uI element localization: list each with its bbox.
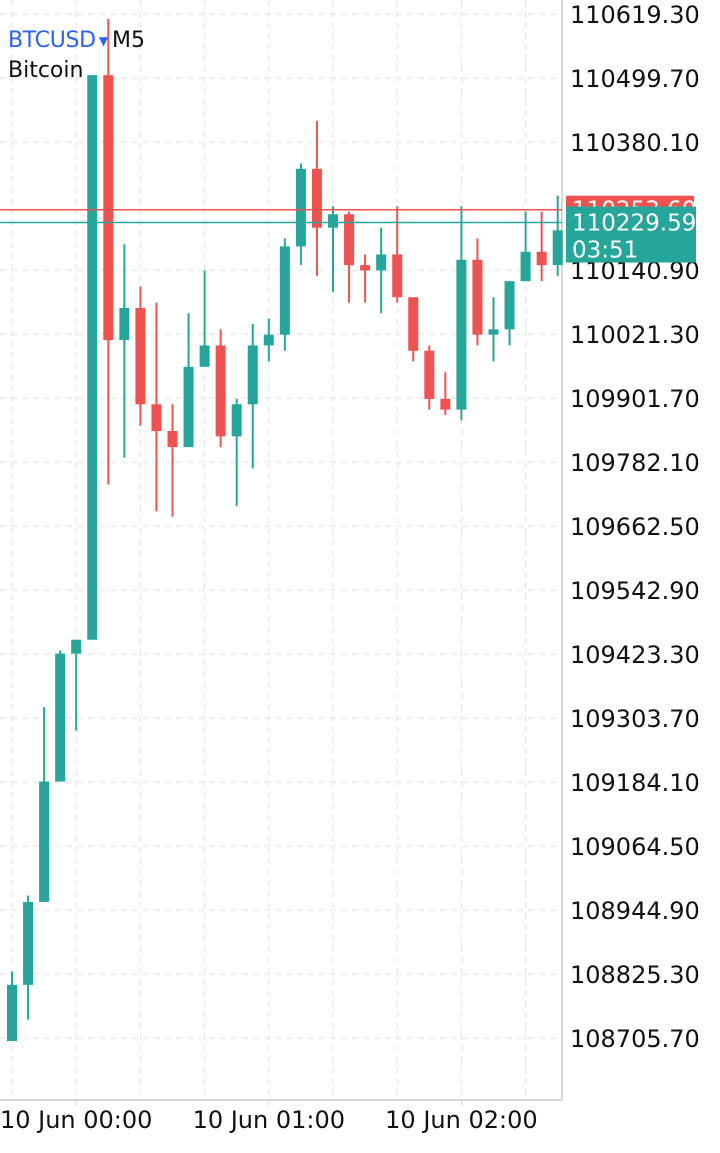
candle-body[interactable] [488, 329, 499, 335]
candle-body[interactable] [440, 398, 451, 410]
candle-body[interactable] [87, 75, 98, 640]
candle-body[interactable] [424, 350, 435, 399]
y-tick-label: 110499.70 [570, 65, 700, 93]
x-tick-label: 10 Jun 00:00 [0, 1106, 152, 1134]
ask-price-tag [566, 206, 696, 263]
candle-body[interactable] [504, 281, 515, 330]
candle-body[interactable] [263, 334, 274, 346]
y-tick-label: 109662.50 [570, 513, 700, 541]
candle-body[interactable] [151, 404, 162, 432]
y-tick-label: 110380.10 [570, 129, 700, 157]
symbol-header: BTCUSD ▼ M5 Bitcoin [8, 26, 145, 86]
candle-body[interactable] [295, 168, 306, 247]
candle-body[interactable] [199, 345, 210, 367]
candle-body[interactable] [472, 259, 483, 335]
y-tick-label: 110619.30 [570, 1, 700, 29]
candle-body[interactable] [167, 431, 178, 448]
candle-body[interactable] [119, 307, 130, 341]
candle-body[interactable] [328, 214, 338, 228]
candle-body[interactable] [552, 230, 563, 266]
y-tick-label: 108944.90 [570, 897, 700, 925]
candle-body[interactable] [279, 246, 290, 335]
symbol-description: Bitcoin [8, 58, 84, 83]
ask-price-tag-label: 110229.59 [572, 211, 696, 237]
y-tick-label: 109064.50 [570, 833, 700, 861]
y-tick-label: 109542.90 [570, 577, 700, 605]
candle-body[interactable] [39, 781, 50, 902]
y-tick-label: 109303.70 [570, 705, 700, 733]
y-tick-label: 108705.70 [570, 1025, 700, 1053]
candle-body[interactable] [7, 984, 17, 1042]
symbol-name[interactable]: BTCUSD [8, 28, 96, 53]
y-tick-label: 110021.30 [570, 321, 700, 349]
candle-body[interactable] [344, 214, 355, 266]
candle-body[interactable] [408, 297, 419, 351]
candle-body[interactable] [360, 265, 371, 271]
candle-body[interactable] [103, 75, 114, 341]
y-tick-label: 108825.30 [570, 961, 700, 989]
caret-down-icon[interactable]: ▼ [98, 34, 109, 48]
candle-body[interactable] [247, 345, 258, 405]
candle-body[interactable] [536, 251, 547, 266]
candle-body[interactable] [392, 254, 403, 298]
candle-body[interactable] [135, 307, 146, 405]
y-tick-label: 109184.10 [570, 769, 700, 797]
x-tick-label: 10 Jun 02:00 [385, 1106, 537, 1134]
candle-body[interactable] [55, 653, 66, 782]
candle-body[interactable] [231, 404, 242, 437]
candle-countdown-label: 03:51 [572, 238, 638, 264]
y-tick-label: 109423.30 [570, 641, 700, 669]
x-tick-label: 10 Jun 01:00 [193, 1106, 345, 1134]
candle-body[interactable] [71, 639, 82, 654]
candle-body[interactable] [520, 251, 531, 282]
candle-body[interactable] [183, 366, 194, 448]
candle-body[interactable] [456, 259, 467, 410]
candle-body[interactable] [376, 254, 387, 271]
y-tick-label: 109901.70 [570, 385, 700, 413]
candle-body[interactable] [215, 345, 226, 437]
candle-body[interactable] [23, 901, 34, 985]
timeframe-label[interactable]: M5 [112, 28, 146, 53]
y-tick-label: 109782.10 [570, 449, 700, 477]
candle-body[interactable] [311, 168, 322, 228]
symbol-row[interactable]: BTCUSD ▼ M5 [8, 26, 145, 56]
